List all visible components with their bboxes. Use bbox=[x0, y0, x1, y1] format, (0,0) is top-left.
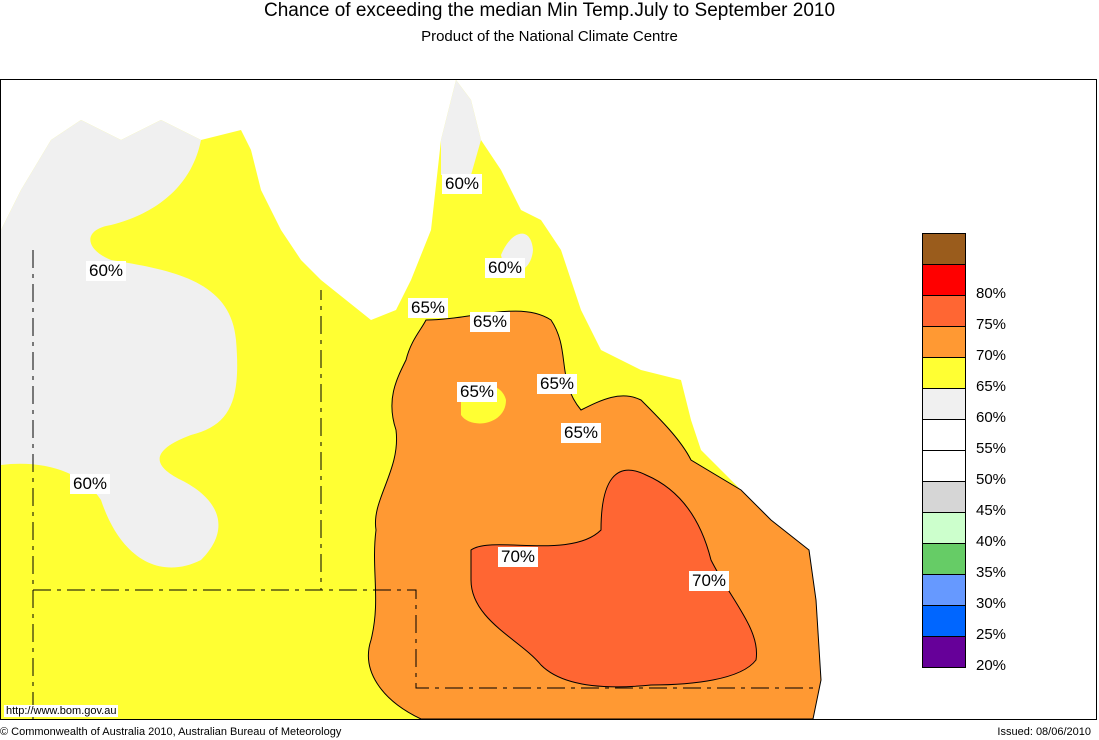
legend-label: 40% bbox=[976, 533, 1007, 550]
legend-swatch bbox=[922, 606, 966, 637]
copyright-text: © Commonwealth of Australia 2010, Austra… bbox=[0, 726, 342, 738]
state-border bbox=[32, 250, 813, 719]
map-label: 60% bbox=[70, 474, 111, 494]
legend-swatch bbox=[922, 296, 966, 327]
band-55-60-cape bbox=[441, 80, 481, 175]
legend-swatch bbox=[922, 544, 966, 575]
legend-swatch bbox=[922, 482, 966, 513]
legend-label: 70% bbox=[976, 347, 1007, 364]
legend-label: 75% bbox=[976, 316, 1007, 333]
legend-swatch bbox=[922, 637, 966, 668]
map-label: 60% bbox=[442, 174, 483, 194]
legend-swatch bbox=[922, 358, 966, 389]
legend-label: 30% bbox=[976, 595, 1007, 612]
map-label: 65% bbox=[408, 298, 449, 318]
ocean-area bbox=[1, 80, 849, 719]
legend-label: 55% bbox=[976, 440, 1007, 457]
legend-swatch bbox=[922, 327, 966, 358]
legend-swatch bbox=[922, 513, 966, 544]
legend-label: 80% bbox=[976, 285, 1007, 302]
map-frame bbox=[0, 79, 1097, 720]
legend-label: 45% bbox=[976, 502, 1007, 519]
band-55-60-west bbox=[1, 120, 238, 568]
probability-map bbox=[1, 80, 849, 719]
legend-label: 50% bbox=[976, 471, 1007, 488]
map-label: 65% bbox=[537, 374, 578, 394]
source-url: http://www.bom.gov.au bbox=[4, 705, 119, 717]
legend-swatch bbox=[922, 575, 966, 606]
map-label: 70% bbox=[498, 547, 539, 567]
legend-label: 25% bbox=[976, 626, 1007, 643]
map-subtitle: Product of the National Climate Centre bbox=[421, 28, 678, 45]
map-label: 65% bbox=[470, 312, 511, 332]
band-70-75 bbox=[470, 469, 758, 688]
map-title: Chance of exceeding the median Min Temp.… bbox=[263, 0, 836, 21]
legend-swatch bbox=[922, 233, 966, 265]
legend-label: 60% bbox=[976, 409, 1007, 426]
legend bbox=[922, 233, 966, 668]
legend-swatch bbox=[922, 389, 966, 420]
legend-label: 65% bbox=[976, 378, 1007, 395]
legend-label: 20% bbox=[976, 657, 1007, 674]
legend-swatch bbox=[922, 420, 966, 451]
legend-label: 35% bbox=[976, 564, 1007, 581]
issued-date: Issued: 08/06/2010 bbox=[997, 726, 1091, 738]
map-label: 65% bbox=[457, 382, 498, 402]
legend-swatch bbox=[922, 451, 966, 482]
map-label: 70% bbox=[689, 571, 730, 591]
map-label: 60% bbox=[485, 258, 526, 278]
map-label: 65% bbox=[561, 423, 602, 443]
map-label: 60% bbox=[86, 261, 127, 281]
legend-swatch bbox=[922, 265, 966, 296]
